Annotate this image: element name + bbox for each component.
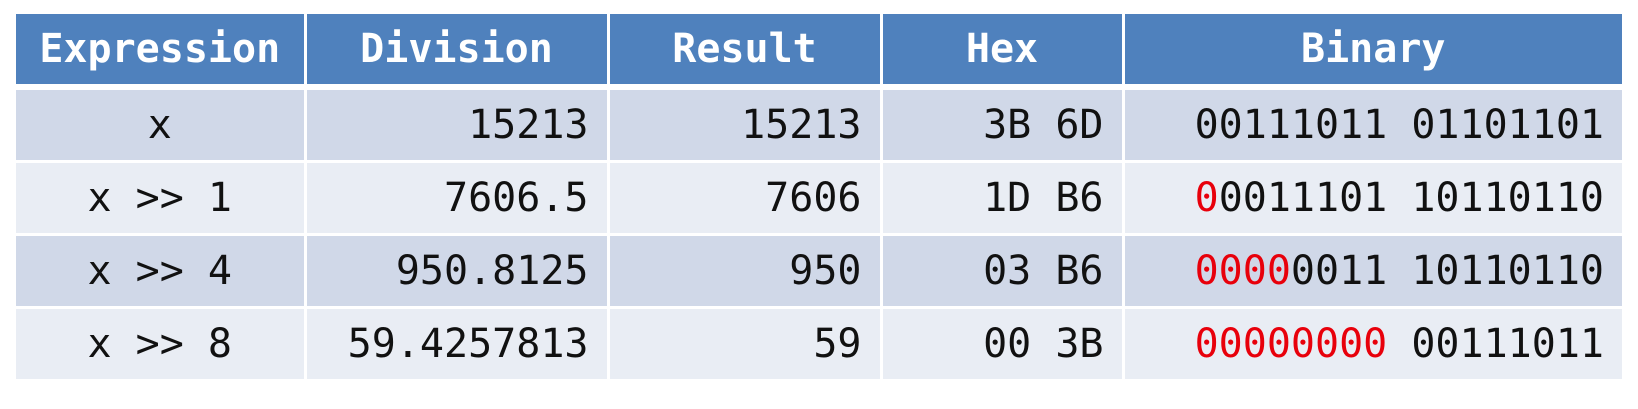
expression-cell: x >> 8	[16, 307, 307, 382]
expression-cell: x >> 1	[16, 161, 307, 236]
hex-cell: 1D B6	[881, 161, 1125, 236]
table-row: x >> 4 950.8125 950 03 B6 00000011 10110…	[16, 234, 1622, 309]
result-cell: 7606	[608, 161, 883, 236]
shifted-in-bits: 00000000	[1194, 321, 1388, 367]
expression-cell: x	[16, 87, 307, 163]
hex-cell: 03 B6	[881, 234, 1125, 309]
header-binary: Binary	[1123, 14, 1622, 90]
binary-cell: 00000011 10110110	[1123, 234, 1622, 309]
shift-table-container: Expression Division Result Hex Binary x …	[16, 14, 1622, 382]
table-row: x >> 8 59.4257813 59 00 3B 00000000 0011…	[16, 307, 1622, 382]
table-row: x 15213 15213 3B 6D 00111011 01101101	[16, 87, 1622, 163]
result-cell: 950	[608, 234, 883, 309]
division-cell: 15213	[305, 87, 610, 163]
remaining-bits: 0011101 10110110	[1218, 175, 1604, 221]
header-division: Division	[305, 14, 610, 90]
binary-cell: 00000000 00111011	[1123, 307, 1622, 382]
hex-cell: 00 3B	[881, 307, 1125, 382]
header-expression: Expression	[16, 14, 307, 90]
result-cell: 59	[608, 307, 883, 382]
division-cell: 7606.5	[305, 161, 610, 236]
hex-cell: 3B 6D	[881, 87, 1125, 163]
header-row: Expression Division Result Hex Binary	[16, 14, 1622, 90]
remaining-bits: 00111011	[1387, 321, 1604, 367]
binary-cell: 00011101 10110110	[1123, 161, 1622, 236]
right-shift-table: Expression Division Result Hex Binary x …	[16, 14, 1622, 382]
division-cell: 59.4257813	[305, 307, 610, 382]
header-hex: Hex	[881, 14, 1125, 90]
header-result: Result	[608, 14, 883, 90]
table-row: x >> 1 7606.5 7606 1D B6 00011101 101101…	[16, 161, 1622, 236]
remaining-bits: 0011 10110110	[1290, 248, 1604, 294]
shifted-in-bits: 0	[1194, 175, 1219, 221]
result-cell: 15213	[608, 87, 883, 163]
division-cell: 950.8125	[305, 234, 610, 309]
remaining-bits: 00111011 01101101	[1194, 102, 1604, 148]
shifted-in-bits: 0000	[1194, 248, 1291, 294]
expression-cell: x >> 4	[16, 234, 307, 309]
binary-cell: 00111011 01101101	[1123, 87, 1622, 163]
